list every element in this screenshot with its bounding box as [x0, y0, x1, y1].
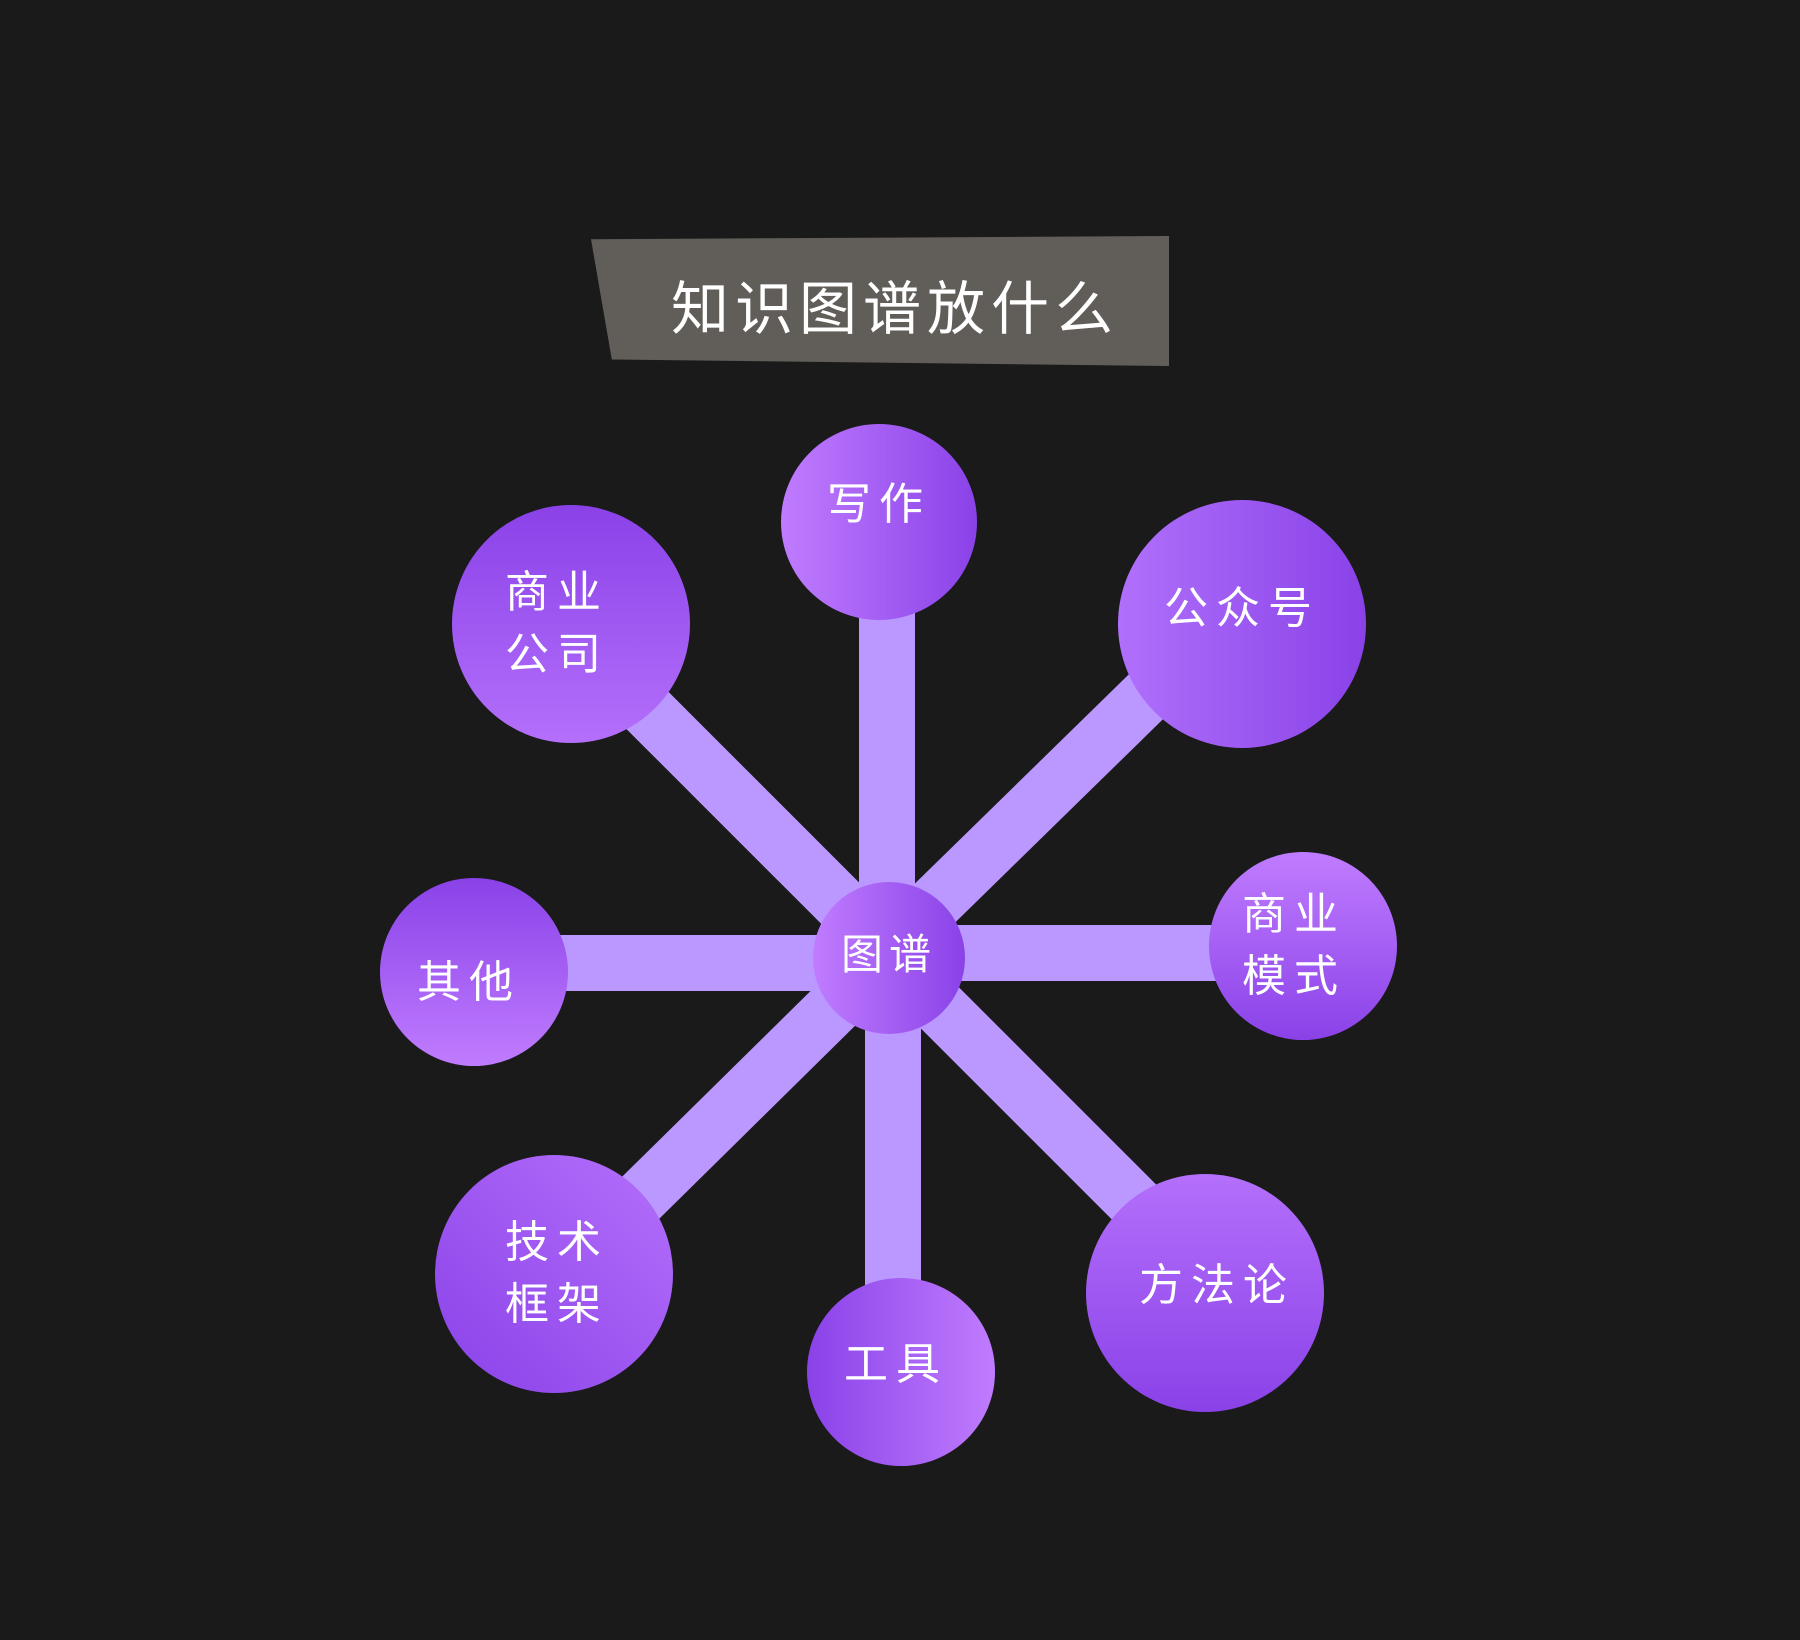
node-label-line-1: 商业 — [1242, 889, 1346, 940]
hub-node: 图谱 — [813, 882, 965, 1034]
node-official-account: 公众号 — [1118, 500, 1366, 748]
hub-label: 图谱 — [840, 930, 937, 979]
node-label: 工具 — [844, 1339, 948, 1390]
node-label-line-2: 框架 — [505, 1279, 609, 1330]
node-other: 其他 — [380, 878, 568, 1066]
node-business-model: 商业 模式 — [1209, 852, 1397, 1040]
node-label: 方法论 — [1139, 1260, 1295, 1311]
diagram-title: 知识图谱放什么 — [670, 275, 1119, 343]
node-business-company: 商业 公司 — [452, 505, 690, 743]
node-label-line-2: 模式 — [1242, 951, 1346, 1002]
node-label: 写作 — [827, 479, 931, 530]
node-label: 其他 — [417, 957, 521, 1008]
node-tech-framework: 技术 框架 — [435, 1155, 673, 1393]
node-label-line-2: 公司 — [505, 629, 609, 680]
title-banner: 知识图谱放什么 — [591, 236, 1169, 366]
node-writing: 写作 — [781, 424, 977, 620]
node-label-line-1: 技术 — [505, 1217, 609, 1268]
node-label: 公众号 — [1164, 583, 1320, 634]
node-label-line-1: 商业 — [505, 567, 609, 618]
node-methodology: 方法论 — [1086, 1174, 1324, 1412]
node-tools: 工具 — [807, 1278, 995, 1466]
